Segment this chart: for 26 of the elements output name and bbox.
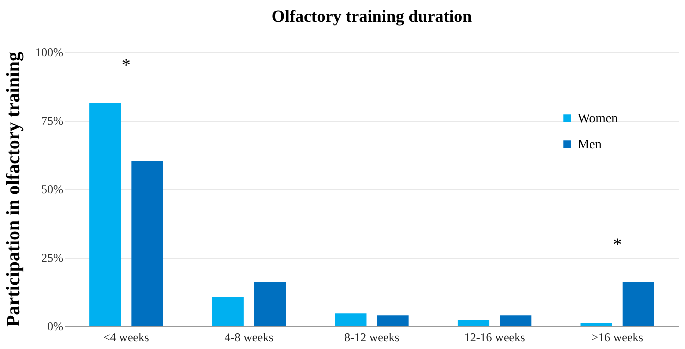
bar [622,282,654,326]
annotation: * [613,234,622,254]
y-tick-label: 75% [42,114,64,128]
bar [580,323,612,326]
bar [132,161,164,326]
x-tick-label: 8-12 weeks [344,330,400,344]
legend-label: Women [578,110,619,126]
bar [90,102,122,326]
y-axis-title: Participation in olfactory training [4,52,25,327]
chart-title: Olfactory training duration [272,7,473,26]
x-tick-label: 12-16 weeks [464,330,526,344]
bar [254,282,286,326]
y-tick-label: 0% [48,320,64,334]
bar [500,316,532,326]
y-tick-label: 50% [42,182,64,196]
y-tick-label: 100% [36,46,64,60]
bar [212,298,244,326]
annotation: * [122,54,131,75]
bar [377,316,409,326]
y-tick-label: 25% [42,251,64,265]
legend-label: Men [578,136,602,152]
bar [335,314,367,326]
x-tick-label: 4-8 weeks [224,330,274,344]
x-tick-label: >16 weeks [592,330,644,344]
x-tick-label: <4 weeks [104,330,150,344]
bar [458,320,490,326]
